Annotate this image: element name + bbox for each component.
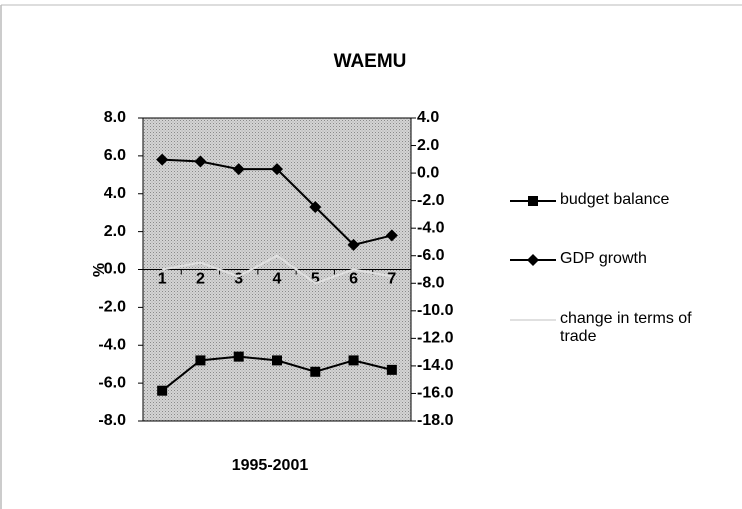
y2-tick-label: -18.0 <box>417 412 454 429</box>
x-tick-label: 6 <box>349 271 358 288</box>
legend-item: change in terms of trade <box>560 310 692 345</box>
legend-label: GDP growth <box>560 250 647 267</box>
y2-tick-label: -12.0 <box>417 330 454 347</box>
marker <box>528 196 538 206</box>
marker <box>385 229 398 242</box>
marker <box>156 153 169 166</box>
legend-label: change in terms of trade <box>560 310 692 345</box>
y2-tick-label: -10.0 <box>417 302 454 319</box>
x-tick-label: 1 <box>158 271 167 288</box>
marker <box>347 238 360 251</box>
marker <box>194 155 207 168</box>
marker <box>272 355 282 366</box>
y-tick-label: -4.0 <box>98 336 126 353</box>
y-tick-label: 2.0 <box>104 223 126 240</box>
series-line <box>161 254 393 285</box>
marker <box>233 351 244 362</box>
marker <box>310 366 321 377</box>
marker <box>386 364 397 375</box>
y2-tick-label: -2.0 <box>417 192 445 209</box>
y2-tick-label: -8.0 <box>417 274 445 291</box>
y-tick-label: 6.0 <box>104 147 126 164</box>
marker <box>195 355 206 366</box>
x-tick-label: 7 <box>387 271 396 288</box>
marker <box>232 163 245 176</box>
legend-item: GDP growth <box>560 250 647 267</box>
legend-label: budget balance <box>560 191 670 208</box>
marker <box>309 201 322 214</box>
y2-tick-label: -4.0 <box>417 219 445 236</box>
y-tick-label: 8.0 <box>104 109 126 126</box>
y-axis-label: % <box>91 263 108 277</box>
y2-tick-label: -16.0 <box>417 385 454 402</box>
x-axis-label: 1995-2001 <box>232 457 309 474</box>
x-tick-label: 2 <box>196 271 205 288</box>
marker <box>157 385 168 396</box>
x-tick-label: 3 <box>234 271 243 288</box>
chart-title: WAEMU <box>334 51 407 72</box>
y-tick-label: -2.0 <box>98 299 126 316</box>
y2-tick-label: 2.0 <box>417 137 439 154</box>
marker <box>527 254 539 266</box>
marker <box>271 163 283 176</box>
marker <box>348 355 359 366</box>
y2-tick-label: -6.0 <box>417 247 445 264</box>
y2-tick-label: -14.0 <box>417 357 454 374</box>
y-tick-label: -8.0 <box>98 412 126 429</box>
x-tick-label: 4 <box>273 271 282 288</box>
y-tick-label: -6.0 <box>98 374 126 391</box>
y-tick-label: 4.0 <box>104 185 126 202</box>
legend-item: budget balance <box>560 191 670 208</box>
y2-tick-label: 4.0 <box>417 109 439 126</box>
y2-tick-label: 0.0 <box>417 164 439 181</box>
y-tick-label: 0.0 <box>104 261 126 278</box>
x-tick-label: 5 <box>311 271 320 288</box>
